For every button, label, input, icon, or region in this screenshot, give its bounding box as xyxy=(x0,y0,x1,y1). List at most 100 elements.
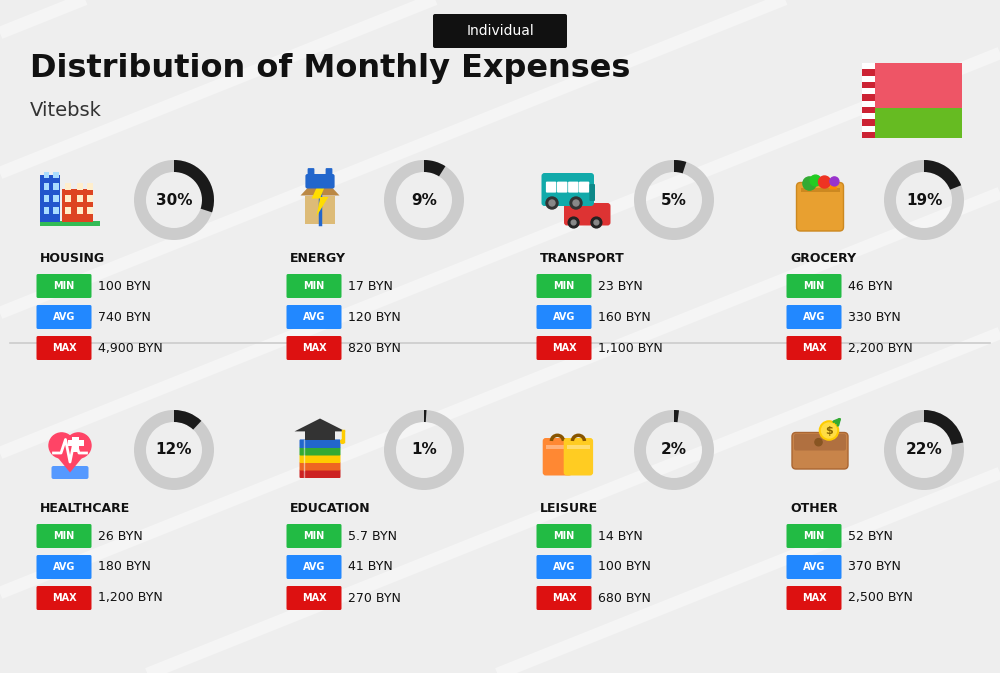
FancyBboxPatch shape xyxy=(862,94,875,100)
FancyBboxPatch shape xyxy=(300,439,341,448)
Wedge shape xyxy=(174,160,214,213)
FancyBboxPatch shape xyxy=(300,454,341,463)
Circle shape xyxy=(830,177,839,186)
FancyBboxPatch shape xyxy=(36,336,92,360)
FancyBboxPatch shape xyxy=(787,336,842,360)
Text: AVG: AVG xyxy=(553,562,575,572)
FancyBboxPatch shape xyxy=(541,173,594,206)
FancyBboxPatch shape xyxy=(287,524,342,548)
Wedge shape xyxy=(674,160,686,174)
Text: 22%: 22% xyxy=(906,443,942,458)
FancyBboxPatch shape xyxy=(862,113,875,119)
Text: MAX: MAX xyxy=(552,343,576,353)
FancyBboxPatch shape xyxy=(77,195,83,201)
Text: 270 BYN: 270 BYN xyxy=(348,592,401,604)
Text: 100 BYN: 100 BYN xyxy=(598,561,651,573)
FancyBboxPatch shape xyxy=(36,555,92,579)
Wedge shape xyxy=(384,160,464,240)
FancyBboxPatch shape xyxy=(794,434,846,450)
Text: 680 BYN: 680 BYN xyxy=(598,592,651,604)
Polygon shape xyxy=(301,174,340,195)
FancyBboxPatch shape xyxy=(36,305,92,329)
FancyBboxPatch shape xyxy=(305,174,335,188)
Text: 2,200 BYN: 2,200 BYN xyxy=(848,341,913,355)
Text: 41 BYN: 41 BYN xyxy=(348,561,393,573)
Circle shape xyxy=(341,439,344,444)
FancyBboxPatch shape xyxy=(72,437,79,452)
FancyBboxPatch shape xyxy=(300,462,341,470)
Circle shape xyxy=(819,176,831,188)
Text: 4,900 BYN: 4,900 BYN xyxy=(98,341,163,355)
FancyBboxPatch shape xyxy=(862,63,962,108)
Text: MIN: MIN xyxy=(53,281,75,291)
Circle shape xyxy=(594,220,599,225)
Text: GROCERY: GROCERY xyxy=(790,252,856,264)
FancyBboxPatch shape xyxy=(62,188,93,221)
FancyBboxPatch shape xyxy=(543,438,572,476)
Text: EDUCATION: EDUCATION xyxy=(290,501,371,514)
Text: AVG: AVG xyxy=(53,562,75,572)
Text: 2%: 2% xyxy=(661,443,687,458)
Text: 14 BYN: 14 BYN xyxy=(598,530,643,542)
Text: 5.7 BYN: 5.7 BYN xyxy=(348,530,397,542)
FancyBboxPatch shape xyxy=(797,182,844,231)
FancyBboxPatch shape xyxy=(536,274,592,298)
Text: MIN: MIN xyxy=(803,531,825,541)
FancyBboxPatch shape xyxy=(546,182,556,192)
FancyBboxPatch shape xyxy=(287,305,342,329)
Text: AVG: AVG xyxy=(803,312,825,322)
FancyBboxPatch shape xyxy=(52,466,88,479)
FancyBboxPatch shape xyxy=(44,195,49,201)
FancyBboxPatch shape xyxy=(433,14,567,48)
Text: Vitebsk: Vitebsk xyxy=(30,102,102,120)
FancyBboxPatch shape xyxy=(65,195,72,201)
FancyBboxPatch shape xyxy=(40,221,100,225)
FancyBboxPatch shape xyxy=(862,125,875,132)
FancyBboxPatch shape xyxy=(305,195,335,224)
FancyBboxPatch shape xyxy=(287,274,342,298)
FancyBboxPatch shape xyxy=(65,207,72,213)
FancyBboxPatch shape xyxy=(862,119,875,125)
Wedge shape xyxy=(134,160,214,240)
Text: MIN: MIN xyxy=(803,281,825,291)
FancyBboxPatch shape xyxy=(44,183,49,190)
Polygon shape xyxy=(294,419,346,431)
Text: 9%: 9% xyxy=(411,192,437,207)
Text: Distribution of Monthly Expenses: Distribution of Monthly Expenses xyxy=(30,52,630,83)
FancyBboxPatch shape xyxy=(787,524,842,548)
Polygon shape xyxy=(312,184,328,217)
FancyBboxPatch shape xyxy=(862,75,875,81)
FancyBboxPatch shape xyxy=(536,555,592,579)
FancyBboxPatch shape xyxy=(536,524,592,548)
Circle shape xyxy=(66,433,91,458)
Circle shape xyxy=(549,200,555,206)
FancyBboxPatch shape xyxy=(53,195,59,201)
Text: 120 BYN: 120 BYN xyxy=(348,310,401,324)
Text: AVG: AVG xyxy=(303,562,325,572)
Polygon shape xyxy=(49,447,91,472)
Circle shape xyxy=(819,421,839,440)
FancyBboxPatch shape xyxy=(87,183,93,190)
FancyBboxPatch shape xyxy=(564,438,593,476)
FancyBboxPatch shape xyxy=(787,274,842,298)
FancyBboxPatch shape xyxy=(44,172,49,178)
Circle shape xyxy=(815,439,822,446)
FancyBboxPatch shape xyxy=(53,172,59,178)
FancyBboxPatch shape xyxy=(326,168,332,178)
FancyBboxPatch shape xyxy=(53,183,59,190)
Text: HOUSING: HOUSING xyxy=(40,252,105,264)
Wedge shape xyxy=(924,160,961,190)
FancyBboxPatch shape xyxy=(308,168,314,178)
Text: 2,500 BYN: 2,500 BYN xyxy=(848,592,913,604)
FancyBboxPatch shape xyxy=(589,184,595,201)
FancyBboxPatch shape xyxy=(305,431,335,440)
Text: AVG: AVG xyxy=(553,312,575,322)
Text: 52 BYN: 52 BYN xyxy=(848,530,893,542)
Text: OTHER: OTHER xyxy=(790,501,838,514)
FancyBboxPatch shape xyxy=(787,586,842,610)
FancyBboxPatch shape xyxy=(287,336,342,360)
Text: MIN: MIN xyxy=(553,281,575,291)
FancyBboxPatch shape xyxy=(862,63,875,69)
Text: MAX: MAX xyxy=(802,593,826,603)
FancyBboxPatch shape xyxy=(862,108,962,138)
